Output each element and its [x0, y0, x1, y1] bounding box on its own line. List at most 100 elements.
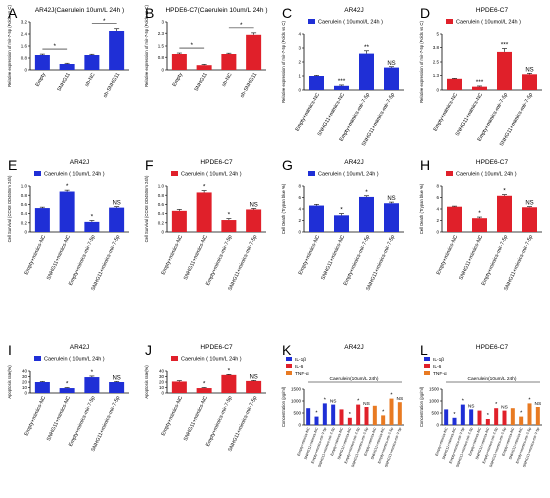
panel-letter: G: [282, 157, 293, 173]
y-tick-label: 0: [298, 88, 301, 93]
bar: [34, 382, 50, 393]
panel-title: AR42J: [70, 344, 90, 351]
legend-label: Caerulein ( 10umol/L 24h ): [318, 20, 383, 26]
bar: [452, 417, 457, 425]
bar: [246, 380, 262, 393]
category-label: Empty+mimics-mir-7-5p: [68, 395, 97, 447]
bar: [59, 64, 75, 70]
y-tick-label: 0: [298, 423, 301, 428]
category-label: Empty+mimics-NC: [298, 234, 322, 276]
chart-panel-c: C AR42J Relative expression of mir-7-5p (F…: [281, 5, 404, 147]
category-label: Empty+mimics-mir-7-5p: [343, 234, 372, 286]
legend-swatch: [286, 371, 292, 375]
bar: [314, 416, 319, 425]
bar: [347, 417, 352, 425]
y-axis-label: Apoptosis rate(%): [144, 365, 149, 399]
bar: [384, 203, 399, 232]
significance-label: *: [365, 189, 368, 196]
y-axis-label: Relative expression of mir-7-5p (Folds v…: [144, 5, 149, 87]
significance-label: *: [357, 399, 360, 405]
y-tick-label: 2.3: [158, 31, 165, 36]
bar: [84, 377, 100, 393]
y-tick-label: 30: [22, 374, 28, 379]
category-label: SNHG11+mimics-mir-7-5p: [90, 395, 121, 453]
category-label: Empty: [35, 72, 48, 88]
y-tick-label: 0: [24, 391, 27, 396]
panel-title: HPDE6-C7: [476, 344, 509, 351]
panel-letter: D: [420, 5, 430, 21]
legend-swatch: [424, 371, 430, 375]
panel-letter: L: [420, 342, 428, 358]
significance-label: NS: [330, 399, 337, 405]
comparison-label: *: [103, 18, 106, 25]
y-tick-label: 6: [298, 195, 301, 200]
y-tick-label: 1500: [429, 387, 440, 392]
significance-label: NS: [112, 375, 120, 381]
bar: [522, 207, 537, 232]
significance-label: *: [453, 412, 456, 418]
y-tick-label: 1.0: [21, 184, 28, 189]
legend-swatch: [308, 171, 315, 176]
bar: [356, 404, 361, 425]
bar: [502, 410, 507, 425]
category-label: SNHG11: [193, 72, 208, 93]
y-tick-label: 4: [298, 207, 301, 212]
significance-label: *: [382, 409, 385, 415]
significance-label: NS: [468, 403, 475, 409]
legend-swatch: [446, 19, 453, 24]
bar: [59, 191, 75, 232]
bar: [246, 34, 262, 70]
y-tick-label: 10: [159, 385, 165, 390]
legend-label: Caerulein ( 10um/L 24h ): [181, 172, 242, 178]
category-label: Empty+mimics-NC: [24, 234, 48, 276]
bar: [469, 409, 474, 425]
bar: [519, 416, 524, 425]
bar: [171, 381, 187, 393]
y-tick-label: 4: [298, 32, 301, 37]
panel-letter: C: [282, 5, 292, 21]
legend-swatch: [424, 364, 430, 368]
y-tick-label: 2: [298, 218, 301, 223]
bar: [397, 402, 402, 425]
significance-label: *: [462, 399, 465, 405]
significance-label: *: [340, 207, 343, 214]
comparison-label: *: [240, 22, 243, 29]
chart-panel-b: B HPDE6-C7(Caerulein 10um/L 24h ) Relative…: [144, 5, 268, 99]
panel-letter: K: [282, 342, 292, 358]
y-tick-label: 20: [159, 380, 165, 385]
y-axis-label: Relative expression of mir-7-5p (Folds v…: [419, 21, 424, 103]
y-tick-label: 500: [293, 411, 301, 416]
category-label: SNHG11+mimics-mir-7-5p: [90, 234, 121, 292]
bar: [84, 221, 100, 232]
significance-label: NS: [525, 67, 533, 73]
legend-label: TNF-α: [295, 371, 309, 377]
y-tick-label: 0: [161, 230, 164, 235]
bar: [59, 388, 75, 393]
category-label: sh-NC: [221, 72, 234, 88]
legend-label: IL-1β: [295, 357, 306, 363]
significance-label: *: [324, 397, 327, 403]
y-axis-label: Concentration (pg/ml): [419, 386, 424, 427]
y-tick-label: 1500: [291, 387, 302, 392]
bar: [221, 220, 237, 232]
y-tick-label: 1.5: [158, 44, 165, 49]
bar: [477, 410, 482, 425]
y-tick-label: 10: [22, 385, 28, 390]
y-tick-label: 0: [298, 230, 301, 235]
panel-title: AR42J: [344, 7, 364, 14]
legend-label: Caerulein ( 10um/L 24h ): [318, 172, 379, 178]
y-tick-label: 40: [22, 369, 28, 374]
category-label: SNHG11: [56, 72, 71, 93]
category-label: SNHG11+mimics-NC: [46, 395, 72, 442]
significance-label: NS: [363, 401, 370, 407]
panel-letter: I: [8, 342, 12, 358]
y-tick-label: 0: [436, 423, 439, 428]
category-label: SNHG11+mimics-NC: [320, 234, 346, 281]
y-tick-label: 0.8: [158, 193, 165, 198]
comparison-label: *: [190, 42, 193, 49]
bar: [497, 51, 512, 90]
y-axis-label: Apoptosis rate(%): [7, 365, 12, 399]
significance-label: ***: [338, 78, 346, 85]
bar: [389, 398, 394, 425]
y-axis-label: Cell Death (Trypan blue %): [281, 183, 286, 234]
